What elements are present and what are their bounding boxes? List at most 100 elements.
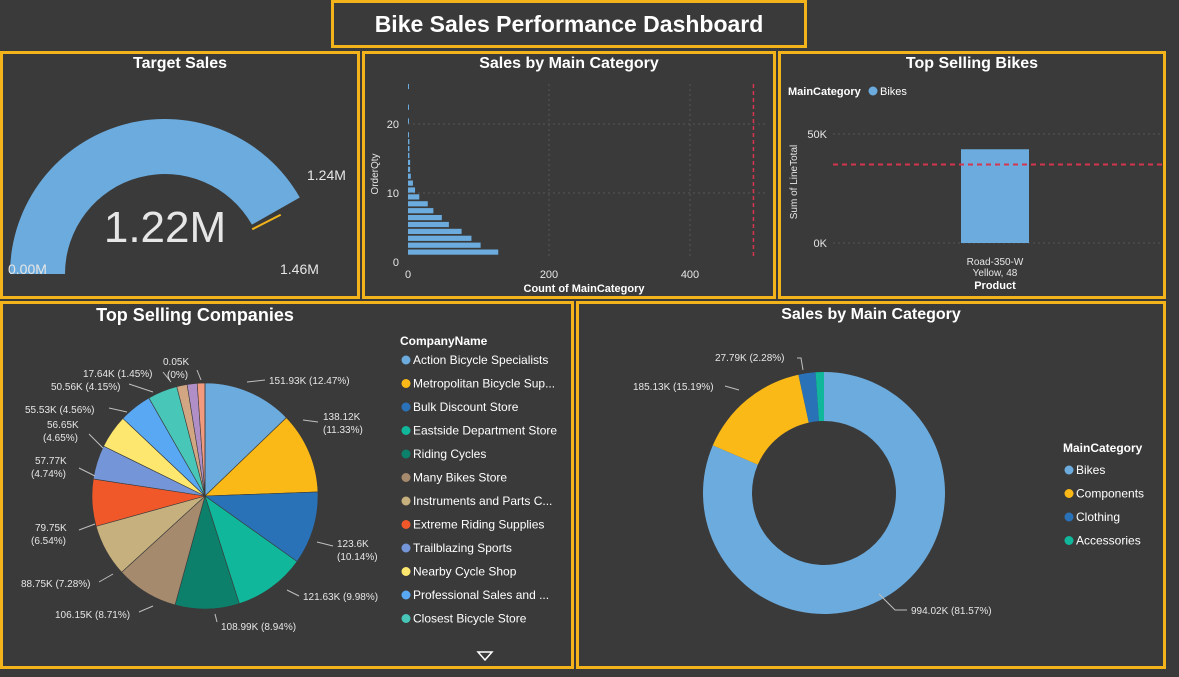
companies-legend-item[interactable]: Instruments and Parts C... (413, 494, 552, 508)
top-bikes-product-line2: Yellow, 48 (973, 268, 1018, 279)
gauge-min-label: 0.00M (8, 261, 47, 277)
top-bikes-legend-item: Bikes (880, 86, 907, 98)
histogram-bar[interactable] (408, 249, 499, 255)
leader-line-bikes (878, 593, 907, 611)
companies-legend-dot (401, 355, 411, 365)
companies-legend-dot (401, 567, 411, 576)
companies-label-4: 108.99K (8.94%) (221, 622, 296, 633)
companies-pie-slice[interactable] (204, 495, 298, 605)
histogram-x-tick-200: 200 (540, 269, 558, 281)
top-bikes-bar[interactable] (961, 149, 1029, 243)
top-bikes-panel[interactable]: Top Selling Bikes MainCategory Bikes 50K… (778, 51, 1166, 299)
companies-pie-slice[interactable] (204, 417, 319, 497)
target-sales-title: Target Sales (133, 55, 227, 72)
category-donut-slice[interactable] (703, 372, 945, 614)
companies-label-1b: (11.33%) (323, 425, 363, 436)
histogram-panel[interactable]: Sales by Main Category 20 10 0 0 200 400… (362, 51, 776, 299)
histogram-bar[interactable] (408, 235, 472, 241)
leader-line-2 (316, 541, 334, 547)
companies-label-2b: (10.14%) (337, 552, 378, 563)
companies-pie-slice[interactable] (204, 382, 287, 497)
companies-panel[interactable]: Top Selling Companies 151.93K (12.47%) 1… (0, 301, 574, 669)
companies-legend-dot (401, 614, 411, 623)
leader-line-7 (78, 523, 96, 531)
histogram-bar[interactable] (408, 180, 413, 186)
companies-legend-item[interactable]: Action Bicycle Specialists (413, 353, 548, 367)
leader-line-5 (138, 605, 154, 613)
histogram-bar[interactable] (408, 83, 409, 90)
companies-label-6: 88.75K (7.28%) (21, 579, 91, 590)
legend-scroll-down-icon[interactable] (476, 651, 494, 662)
leader-line-9 (88, 433, 104, 449)
histogram-bar[interactable] (408, 242, 481, 248)
target-sales-panel[interactable]: Target Sales 1.22M 0.00M 1.46M 1.24M (0, 51, 360, 299)
top-bikes-legend-title: MainCategory (788, 86, 862, 98)
histogram-bar[interactable] (408, 228, 462, 234)
category-donut-slice[interactable] (798, 372, 819, 423)
companies-label-0: 151.93K (12.47%) (269, 376, 350, 387)
companies-data-labels: 151.93K (12.47%) 138.12K (11.33%) 123.6K… (21, 357, 378, 633)
companies-legend-item[interactable]: Eastside Department Store (413, 424, 557, 438)
category-label-clothing: 27.79K (2.28%) (715, 353, 785, 364)
category-legend-item[interactable]: Clothing (1076, 510, 1120, 524)
companies-label-9a: 56.65K (47, 420, 79, 431)
histogram-bar[interactable] (408, 208, 434, 214)
gauge-target-line (251, 213, 282, 231)
companies-legend-item[interactable]: Nearby Cycle Shop (413, 565, 517, 579)
companies-legend-dot (401, 379, 411, 388)
histogram-bar[interactable] (408, 194, 420, 200)
histogram-bar[interactable] (408, 152, 410, 159)
companies-legend-item[interactable]: Trailblazing Sports (413, 541, 512, 555)
companies-label-3: 121.63K (9.98%) (303, 592, 378, 603)
histogram-bar[interactable] (408, 166, 411, 172)
companies-legend-dot (401, 496, 411, 506)
histogram-bar[interactable] (408, 118, 409, 124)
histogram-bar[interactable] (408, 146, 410, 152)
companies-legend-dot (401, 473, 411, 482)
companies-legend-item[interactable]: Professional Sales and ... (413, 588, 549, 602)
category-legend-item[interactable]: Bikes (1076, 463, 1105, 477)
companies-legend-item[interactable]: Metropolitan Bicycle Sup... (413, 377, 555, 391)
top-bikes-title: Top Selling Bikes (905, 55, 1039, 72)
histogram-bar[interactable] (408, 221, 449, 228)
category-legend-dot (1064, 536, 1074, 545)
histogram-y-tick-20: 20 (387, 119, 399, 131)
companies-pie-slice[interactable] (204, 491, 319, 562)
companies-label-12: 17.64K (1.45%) (83, 369, 153, 380)
leader-line-10 (108, 407, 128, 413)
category-label-components: 185.13K (15.19%) (633, 382, 714, 393)
companies-legend-item[interactable]: Closest Bicycle Store (413, 612, 527, 626)
companies-legend: Action Bicycle Specialists Metropolitan B… (401, 353, 557, 626)
companies-legend-dot (401, 543, 411, 553)
category-legend-dot (1064, 489, 1074, 498)
histogram-bar[interactable] (408, 104, 409, 110)
histogram-bar[interactable] (408, 215, 442, 221)
category-donut-slice[interactable] (712, 374, 809, 465)
companies-label-13b: (0%) (167, 370, 188, 381)
companies-legend-dot (401, 449, 411, 459)
histogram-bar[interactable] (408, 159, 411, 165)
top-bikes-y-tick-0k: 0K (814, 238, 828, 250)
companies-label-10: 55.53K (4.56%) (25, 405, 95, 416)
histogram-bar[interactable] (408, 132, 409, 138)
dashboard-title: Bike Sales Performance Dashboard (331, 0, 807, 48)
histogram-bar[interactable] (408, 201, 428, 207)
companies-legend-item[interactable]: Extreme Riding Supplies (413, 518, 544, 532)
histogram-bar[interactable] (408, 187, 416, 193)
companies-label-5: 106.15K (8.71%) (55, 610, 130, 621)
histogram-bar[interactable] (408, 173, 411, 179)
top-bikes-chart: MainCategory Bikes 50K 0K Sum of LineTot… (788, 86, 1163, 292)
category-legend-item[interactable]: Components (1076, 487, 1144, 501)
companies-legend-dot (401, 590, 411, 600)
category-donut-slices (703, 372, 945, 614)
category-donut-slice[interactable] (815, 372, 824, 422)
companies-legend-item[interactable]: Riding Cycles (413, 447, 486, 461)
companies-label-8b: (4.74%) (31, 469, 66, 480)
histogram-chart: 20 10 0 0 200 400 Count of MainCategory … (370, 83, 765, 295)
category-legend-item[interactable]: Accessories (1076, 534, 1141, 548)
category-donut-panel[interactable]: Sales by Main Category 994.02K (81.57%) … (576, 301, 1166, 669)
companies-legend-item[interactable]: Many Bikes Store (413, 471, 507, 485)
companies-label-9b: (4.65%) (43, 433, 78, 444)
companies-legend-item[interactable]: Bulk Discount Store (413, 400, 519, 414)
histogram-bar[interactable] (408, 139, 410, 145)
